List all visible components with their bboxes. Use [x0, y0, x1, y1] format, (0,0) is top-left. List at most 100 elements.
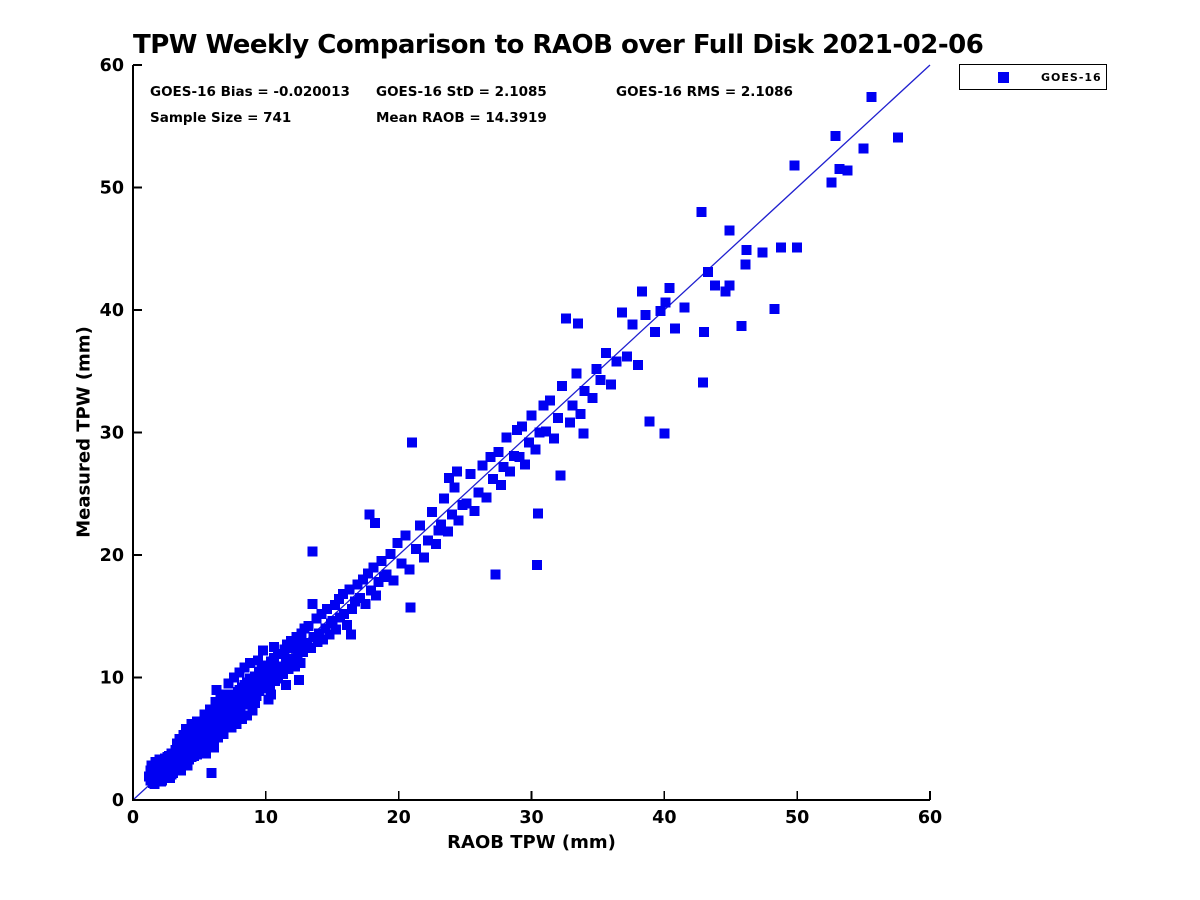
- scatter-point: [834, 164, 845, 175]
- scatter-point: [549, 433, 560, 444]
- scatter-point: [220, 689, 231, 700]
- scatter-point: [453, 515, 464, 526]
- scatter-point: [769, 303, 780, 314]
- stat-sample-size: Sample Size = 741: [150, 110, 292, 126]
- scatter-point: [357, 574, 368, 585]
- scatter-point: [627, 319, 638, 330]
- scatter-point: [320, 623, 331, 634]
- scatter-point: [523, 437, 534, 448]
- scatter-point: [280, 679, 291, 690]
- scatter-point: [699, 327, 710, 338]
- scatter-point: [591, 363, 602, 374]
- scatter-point: [262, 673, 273, 684]
- stat-mean-raob: Mean RAOB = 14.3919: [376, 110, 547, 126]
- scatter-point: [555, 470, 566, 481]
- scatter-point: [365, 585, 376, 596]
- scatter-point: [724, 225, 735, 236]
- scatter-point: [324, 629, 335, 640]
- scatter-point: [659, 428, 670, 439]
- scatter-point: [400, 530, 411, 541]
- scatter-point: [414, 520, 425, 531]
- scatter-point: [392, 537, 403, 548]
- scatter-point: [278, 668, 289, 679]
- scatter-point: [531, 559, 542, 570]
- x-tick-label: 60: [918, 808, 942, 828]
- scatter-point: [572, 318, 583, 329]
- scatter-point: [611, 356, 622, 367]
- scatter-point: [557, 380, 568, 391]
- scatter-point: [433, 525, 444, 536]
- scatter-point: [709, 280, 720, 291]
- scatter-point: [275, 662, 286, 673]
- chart-title: TPW Weekly Comparison to RAOB over Full …: [133, 30, 984, 60]
- scatter-point: [650, 327, 661, 338]
- scatter-point: [268, 641, 279, 652]
- y-tick-label: 10: [100, 669, 124, 689]
- scatter-point: [405, 602, 416, 613]
- scatter-point: [368, 562, 379, 573]
- scatter-point: [595, 374, 606, 385]
- scatter-point: [292, 651, 303, 662]
- scatter-point: [218, 728, 229, 739]
- scatter-point: [210, 697, 221, 707]
- scatter-point: [578, 428, 589, 439]
- scatter-point: [534, 427, 545, 438]
- scatter-point: [341, 619, 352, 630]
- scatter-point: [239, 662, 250, 673]
- scatter-point: [444, 472, 455, 483]
- scatter-point: [724, 280, 735, 291]
- scatter-point: [792, 242, 803, 253]
- scatter-point: [826, 177, 837, 188]
- scatter-point: [199, 709, 210, 720]
- y-tick-label: 0: [112, 791, 124, 811]
- scatter-point: [501, 432, 512, 443]
- scatter-point: [776, 242, 787, 253]
- scatter-point: [830, 131, 841, 142]
- scatter-point: [381, 569, 392, 580]
- x-tick-label: 20: [386, 808, 410, 828]
- scatter-point: [606, 379, 617, 390]
- scatter-point: [231, 719, 242, 730]
- scatter-point: [201, 748, 212, 759]
- scatter-point: [216, 698, 227, 709]
- y-tick-label: 60: [100, 56, 124, 76]
- scatter-point: [186, 719, 197, 730]
- scatter-point: [355, 592, 366, 603]
- y-tick-label: 30: [100, 424, 124, 444]
- scatter-point: [498, 461, 509, 472]
- scatter-point: [331, 624, 342, 635]
- scatter-point: [181, 723, 192, 734]
- scatter-point: [236, 714, 247, 725]
- y-axis-label: Measured TPW (mm): [73, 326, 95, 538]
- scatter-point: [514, 452, 525, 462]
- scatter-point: [234, 667, 245, 678]
- y-tick-label: 20: [100, 546, 124, 566]
- legend-label: GOES-16: [1041, 70, 1102, 84]
- scatter-point: [703, 267, 714, 278]
- stat-rms: GOES-16 RMS = 2.1086: [616, 84, 793, 100]
- scatter-point: [757, 247, 768, 258]
- scatter-point: [388, 575, 399, 586]
- stat-bias: GOES-16 Bias = -0.020013: [150, 84, 350, 100]
- scatter-point: [207, 736, 218, 747]
- scatter-point: [258, 645, 269, 656]
- scatter-point: [530, 444, 541, 455]
- scatter-point: [209, 742, 220, 753]
- scatter-point: [316, 608, 327, 619]
- scatter-point: [311, 613, 322, 624]
- scatter-point: [294, 674, 305, 685]
- scatter-point: [339, 608, 350, 619]
- x-axis-label: RAOB TPW (mm): [447, 832, 616, 853]
- scatter-point: [376, 556, 387, 567]
- scatter-point: [242, 710, 253, 721]
- scatter-point: [312, 636, 323, 647]
- scatter-point: [495, 480, 506, 491]
- scatter-point: [622, 351, 633, 362]
- scatter-point: [410, 543, 421, 554]
- scatter-point: [347, 603, 358, 614]
- scatter-point: [422, 535, 433, 546]
- scatter-point: [178, 730, 189, 741]
- scatter-point: [317, 634, 328, 645]
